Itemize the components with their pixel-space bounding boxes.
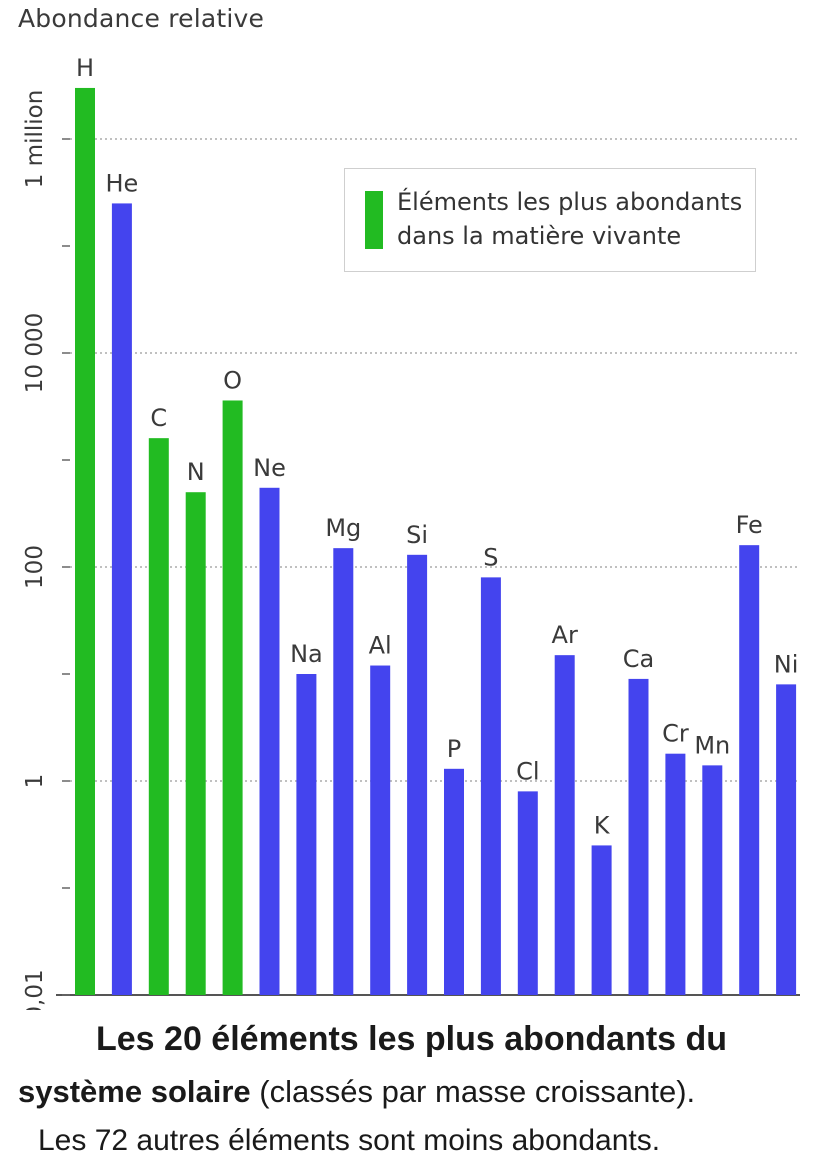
bar-K [591,845,612,995]
bar-label-Na: Na [290,640,323,668]
bar-S [480,577,501,995]
bar-label-K: K [594,811,611,839]
bar-Ni [776,684,797,995]
caption-line-2: système solaire (classés par masse crois… [18,1074,695,1110]
y-tick-label-2: 100 [22,545,48,589]
bar-label-Ca: Ca [623,645,654,673]
bar-O [222,400,243,995]
bar-Mg [333,548,354,995]
bar-Cr [665,753,686,995]
bar-label-Al: Al [369,632,392,660]
bar-label-C: C [150,404,167,432]
abundance-bar-chart: 0,01 1 100 10 000 1 million H He CN O Ne Na Mg Al Si P… [22,54,800,1010]
bar-Ar [554,655,575,995]
bar-label-H: H [76,54,94,82]
bar-Mn [702,765,723,995]
bar-label-P: P [447,735,461,763]
bar-label-Mg: Mg [325,514,361,542]
bar-label-Fe: Fe [736,511,763,539]
y-tick-label-3: 10 000 [22,313,48,393]
caption-line-2-rest: (classés par masse croissante). [250,1074,696,1109]
bar-Cl [517,791,538,995]
bar-N [185,492,206,995]
bar-label-Cl: Cl [516,757,539,785]
bar-Ne [259,487,280,995]
bar-label-O: O [223,366,242,394]
legend-text: Éléments les plus abondants dans la mati… [397,185,747,253]
bar-label-S: S [483,543,498,571]
bar-Si [407,554,428,995]
bar-label-Mn: Mn [694,731,730,759]
caption-line-1: Les 20 éléments les plus abondants du [96,1020,728,1058]
bar-Al [370,665,391,995]
bar-label-Ar: Ar [552,621,578,649]
y-axis-title: Abondance relative [18,4,265,33]
caption-line-3: Les 72 autres éléments sont moins abonda… [38,1124,661,1157]
y-tick-label-1: 1 [22,774,48,789]
bar-label-N: N [187,458,205,486]
legend: Éléments les plus abondants dans la mati… [344,168,756,272]
bar-label-Ne: Ne [253,454,286,482]
bar-Fe [739,545,760,995]
caption-line-2-bold: système solaire [18,1074,251,1109]
bar-He [111,203,132,996]
legend-line-1: Éléments les plus abondants [397,188,743,216]
y-tick-label-4: 1 million [22,90,48,189]
bar-label-He: He [105,169,138,197]
bar-C [148,438,169,995]
bar-P [444,768,464,995]
legend-swatch-green [365,191,383,249]
bar-Na [296,674,317,995]
bar-label-Cr: Cr [662,720,689,748]
y-tick-label-0: 0,01 [22,969,48,1010]
bar-label-Ni: Ni [774,650,799,678]
bar-H [75,87,95,996]
bar-label-Si: Si [406,521,428,549]
bar-Ca [628,678,649,995]
legend-line-2: dans la matière vivante [397,222,682,250]
